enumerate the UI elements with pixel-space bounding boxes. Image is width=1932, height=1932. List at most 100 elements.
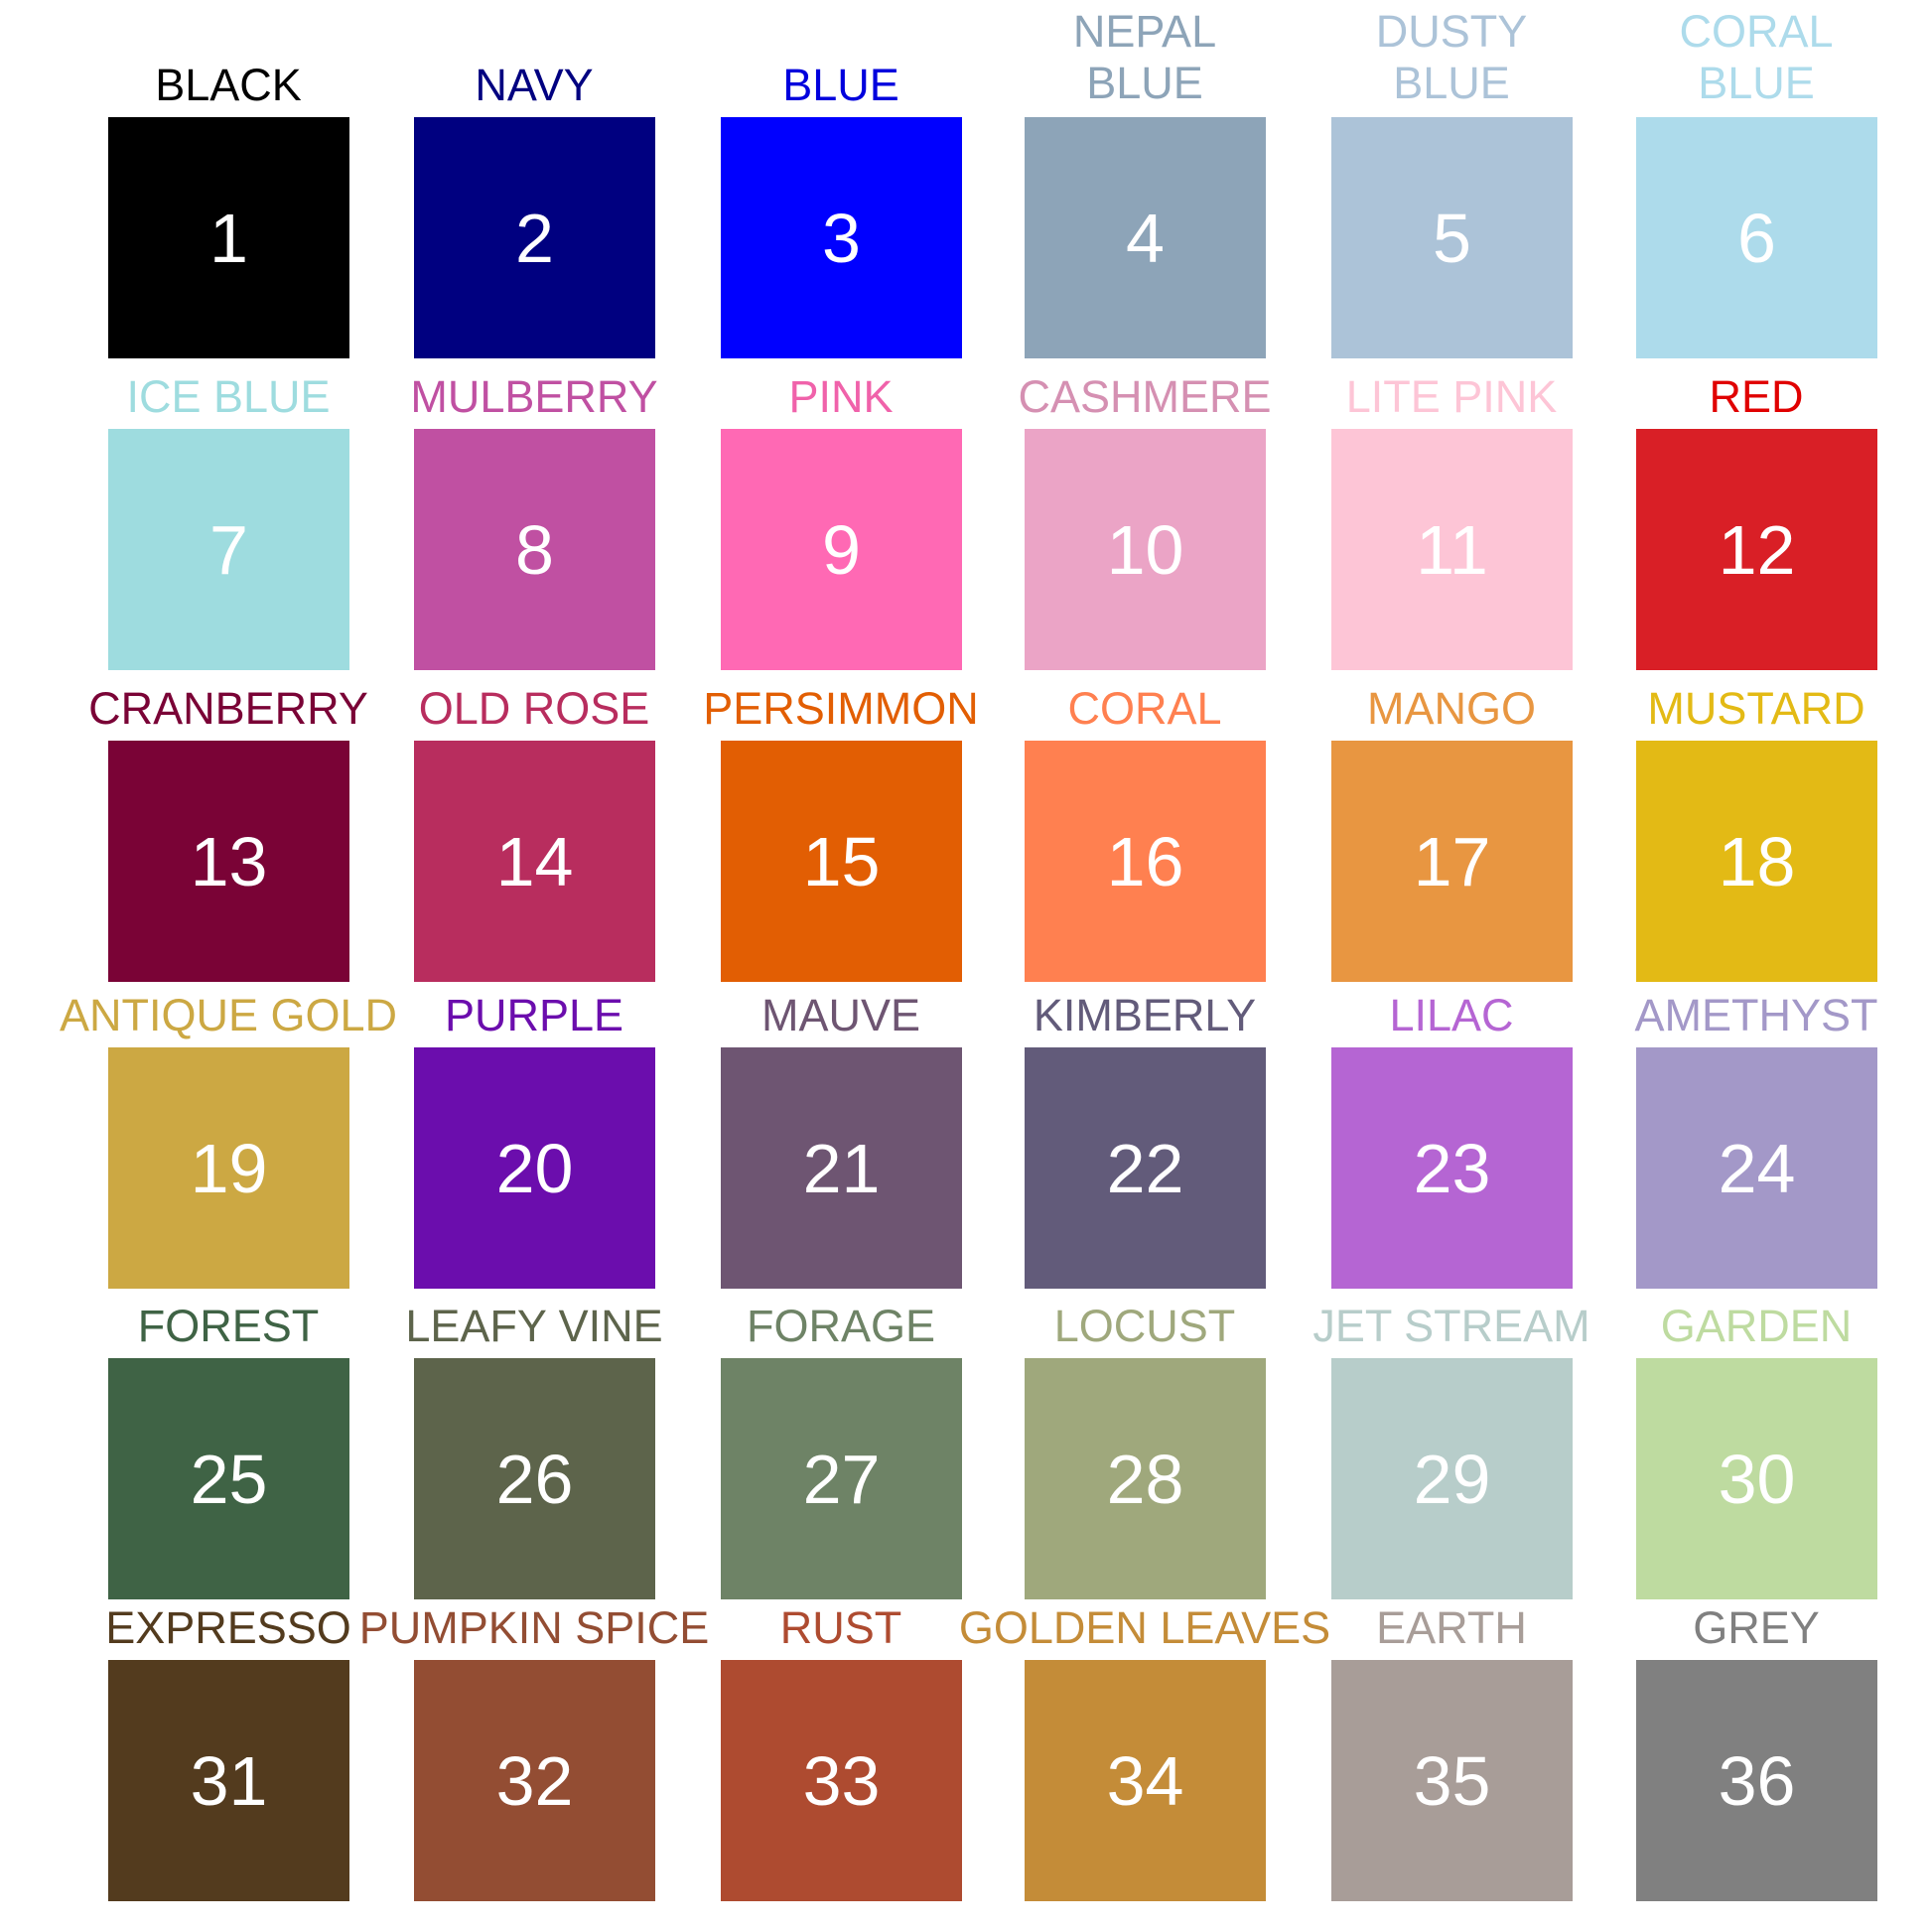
color-swatch: 24 xyxy=(1636,1047,1877,1289)
swatch-label: CORAL BLUE xyxy=(1679,6,1834,108)
color-swatch: 23 xyxy=(1331,1047,1573,1289)
swatch-label: RUST xyxy=(779,1602,902,1653)
swatch-number: 14 xyxy=(495,822,574,900)
color-swatch: 10 xyxy=(1025,429,1266,670)
swatch-number: 24 xyxy=(1718,1129,1796,1207)
swatch-number: 11 xyxy=(1416,510,1488,589)
swatch-label: GOLDEN LEAVES xyxy=(958,1602,1331,1653)
color-swatch: 22 xyxy=(1025,1047,1266,1289)
color-swatch: 9 xyxy=(721,429,962,670)
swatch-label: CRANBERRY xyxy=(88,683,368,734)
color-swatch: 5 xyxy=(1331,117,1573,358)
swatch-number: 22 xyxy=(1106,1129,1184,1207)
swatch-label: GARDEN xyxy=(1660,1301,1853,1351)
swatch-label: LOCUST xyxy=(1053,1301,1236,1351)
color-swatch: 16 xyxy=(1025,741,1266,982)
swatch-number: 9 xyxy=(822,510,861,589)
color-swatch: 29 xyxy=(1331,1358,1573,1599)
color-swatch: 28 xyxy=(1025,1358,1266,1599)
swatch-number: 1 xyxy=(209,199,248,277)
color-swatch: 25 xyxy=(108,1358,349,1599)
swatch-label: AMETHYST xyxy=(1634,990,1878,1040)
swatch-number: 15 xyxy=(802,822,881,900)
swatch-number: 16 xyxy=(1106,822,1184,900)
color-swatch: 34 xyxy=(1025,1660,1266,1901)
swatch-number: 26 xyxy=(495,1440,574,1518)
color-swatch: 26 xyxy=(414,1358,655,1599)
swatch-number: 10 xyxy=(1106,510,1184,589)
swatch-number: 3 xyxy=(822,199,861,277)
color-swatch: 8 xyxy=(414,429,655,670)
swatch-label: MANGO xyxy=(1366,683,1536,734)
swatch-number: 30 xyxy=(1718,1440,1796,1518)
color-swatch: 7 xyxy=(108,429,349,670)
swatch-label: PINK xyxy=(788,371,894,422)
swatch-label: MULBERRY xyxy=(410,371,658,422)
color-swatch: 32 xyxy=(414,1660,655,1901)
swatch-number: 19 xyxy=(190,1129,268,1207)
swatch-number: 21 xyxy=(802,1129,881,1207)
swatch-number: 17 xyxy=(1413,822,1491,900)
swatch-label: BLACK xyxy=(155,60,302,110)
swatch-number: 18 xyxy=(1718,822,1796,900)
swatch-label: DUSTY BLUE xyxy=(1375,6,1528,108)
swatch-number: 33 xyxy=(802,1741,881,1820)
color-swatch: 20 xyxy=(414,1047,655,1289)
swatch-number: 27 xyxy=(802,1440,881,1518)
swatch-label: MAUVE xyxy=(760,990,921,1040)
swatch-label: OLD ROSE xyxy=(418,683,650,734)
color-swatch: 12 xyxy=(1636,429,1877,670)
swatch-number: 25 xyxy=(190,1440,268,1518)
swatch-label: RED xyxy=(1709,371,1804,422)
swatch-number: 31 xyxy=(190,1741,268,1820)
color-swatch: 1 xyxy=(108,117,349,358)
color-swatch: 27 xyxy=(721,1358,962,1599)
color-swatch: 3 xyxy=(721,117,962,358)
swatch-number: 20 xyxy=(495,1129,574,1207)
swatch-label: LILAC xyxy=(1389,990,1514,1040)
swatch-label: ICE BLUE xyxy=(126,371,331,422)
swatch-label: MUSTARD xyxy=(1647,683,1865,734)
color-swatch: 2 xyxy=(414,117,655,358)
swatch-label: PUMPKIN SPICE xyxy=(358,1602,710,1653)
color-swatch: 35 xyxy=(1331,1660,1573,1901)
swatch-label: FORAGE xyxy=(746,1301,936,1351)
swatch-number: 34 xyxy=(1106,1741,1184,1820)
swatch-label: NAVY xyxy=(475,60,594,110)
swatch-label: LEAFY VINE xyxy=(405,1301,663,1351)
color-swatch: 21 xyxy=(721,1047,962,1289)
swatch-number: 29 xyxy=(1413,1440,1491,1518)
swatch-number: 32 xyxy=(495,1741,574,1820)
color-swatch: 15 xyxy=(721,741,962,982)
swatch-label: CORAL xyxy=(1067,683,1222,734)
swatch-number: 12 xyxy=(1718,510,1796,589)
swatch-label: FOREST xyxy=(137,1301,320,1351)
swatch-number: 6 xyxy=(1737,199,1776,277)
swatch-label: EARTH xyxy=(1376,1602,1527,1653)
swatch-label: CASHMERE xyxy=(1018,371,1272,422)
color-swatch: 6 xyxy=(1636,117,1877,358)
swatch-number: 5 xyxy=(1433,199,1471,277)
color-swatch: 19 xyxy=(108,1047,349,1289)
color-swatch: 14 xyxy=(414,741,655,982)
color-swatch: 36 xyxy=(1636,1660,1877,1901)
swatch-label: KIMBERLY xyxy=(1033,990,1257,1040)
swatch-number: 35 xyxy=(1413,1741,1491,1820)
color-swatch: 4 xyxy=(1025,117,1266,358)
swatch-number: 28 xyxy=(1106,1440,1184,1518)
color-swatch: 11 xyxy=(1331,429,1573,670)
swatch-label: ANTIQUE GOLD xyxy=(59,990,398,1040)
color-swatch: 31 xyxy=(108,1660,349,1901)
swatch-label: EXPRESSO xyxy=(105,1602,351,1653)
swatch-number: 2 xyxy=(515,199,554,277)
swatch-number: 13 xyxy=(190,822,268,900)
swatch-number: 7 xyxy=(209,510,248,589)
swatch-number: 4 xyxy=(1126,199,1165,277)
swatch-label: LITE PINK xyxy=(1345,371,1558,422)
swatch-label: JET STREAM xyxy=(1312,1301,1590,1351)
color-swatch: 18 xyxy=(1636,741,1877,982)
color-swatch: 13 xyxy=(108,741,349,982)
swatch-label: NEPAL BLUE xyxy=(1072,6,1217,108)
color-swatch: 30 xyxy=(1636,1358,1877,1599)
swatch-label: PERSIMMON xyxy=(703,683,979,734)
